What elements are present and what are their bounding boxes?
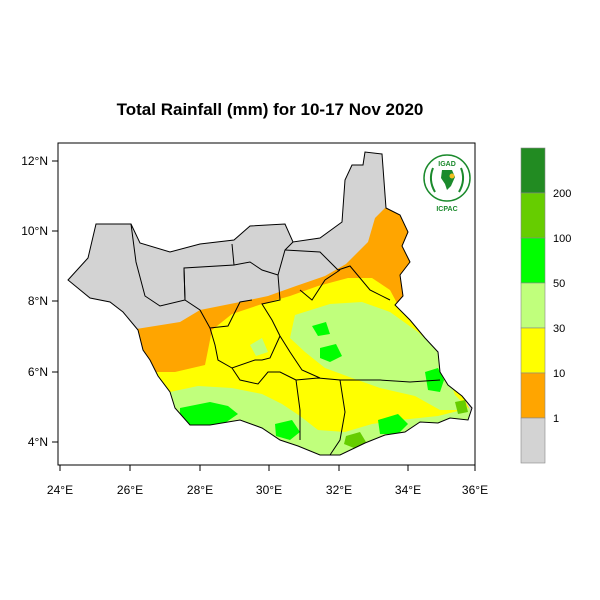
lat-tick-labels: 12°N 10°N 8°N 6°N 4°N [21, 154, 48, 449]
lon-label-28: 28°E [187, 483, 213, 497]
legend-swatch-0-1 [520, 417, 546, 464]
leaf-wreath-left [429, 167, 436, 193]
legend-swatch-100-200 [520, 192, 546, 239]
legend-swatch-200-plus [520, 147, 546, 194]
boundary-unity [261, 274, 281, 337]
lat-label-12: 12°N [21, 154, 48, 168]
legend-label-50: 50 [553, 278, 565, 290]
zone-100-200mm [344, 432, 366, 448]
lon-label-36: 36°E [462, 483, 488, 497]
lon-tick-labels: 24°E 26°E 28°E 30°E 32°E 34°E 36°E [47, 483, 488, 497]
lat-label-8: 8°N [28, 294, 48, 308]
lat-ticks [52, 160, 58, 443]
logo-top-text: IGAD [438, 161, 456, 168]
logo-bottom-text: ICPAC [436, 206, 457, 213]
lon-label-30: 30°E [256, 483, 282, 497]
sun-icon [449, 173, 455, 179]
boundary-jonglei-south [279, 335, 321, 379]
zone-50-100mm-southeast [378, 414, 408, 434]
lon-label-34: 34°E [395, 483, 421, 497]
lat-label-10: 10°N [21, 224, 48, 238]
rainfall-fill [68, 152, 472, 455]
lon-ticks [59, 465, 476, 471]
legend-swatch-10-30 [520, 327, 546, 374]
legend-label-1: 1 [553, 413, 559, 425]
legend-label-30: 30 [553, 323, 565, 335]
country-outline [67, 151, 473, 456]
zone-30-50mm-south [250, 338, 268, 356]
boundary-jonglei-west [299, 269, 341, 301]
lon-label-26: 26°E [117, 483, 143, 497]
boundary-upper-nile [284, 249, 391, 301]
legend-label-200: 200 [553, 188, 571, 200]
legend-swatch-1-10 [520, 372, 546, 419]
map-title: Total Rainfall (mm) for 10-17 Nov 2020 [116, 100, 424, 119]
boundary-western-bahr [130, 223, 235, 307]
legend-swatch-30-50 [520, 282, 546, 329]
zone-50-100mm-south [275, 420, 300, 440]
lon-label-32: 32°E [326, 483, 352, 497]
legend-swatch-50-100 [520, 237, 546, 284]
legend-labels: 200 100 50 30 10 1 [553, 188, 571, 425]
boundary-western-equatoria [231, 367, 301, 440]
boundary-eastern-equatoria [340, 379, 441, 383]
icpac-logo: IGAD ICPAC [423, 154, 471, 213]
lon-label-24: 24°E [47, 483, 73, 497]
plot-frame [57, 142, 476, 466]
lat-label-4: 4°N [28, 435, 48, 449]
lat-label-6: 6°N [28, 365, 48, 379]
legend-label-10: 10 [553, 368, 565, 380]
boundary-lakes [209, 327, 281, 369]
boundary-warrap [233, 241, 294, 276]
zone-30-50mm [290, 302, 470, 410]
legend-label-100: 100 [553, 233, 571, 245]
zone-50-100mm-center [320, 344, 342, 362]
zone-50-100mm-north [312, 322, 330, 336]
boundary-central-equatoria [295, 377, 346, 456]
state-boundaries [130, 223, 441, 456]
leaf-wreath-right [458, 167, 465, 193]
zone-100-200mm-east [455, 400, 468, 414]
legend-colorbar [520, 147, 546, 464]
